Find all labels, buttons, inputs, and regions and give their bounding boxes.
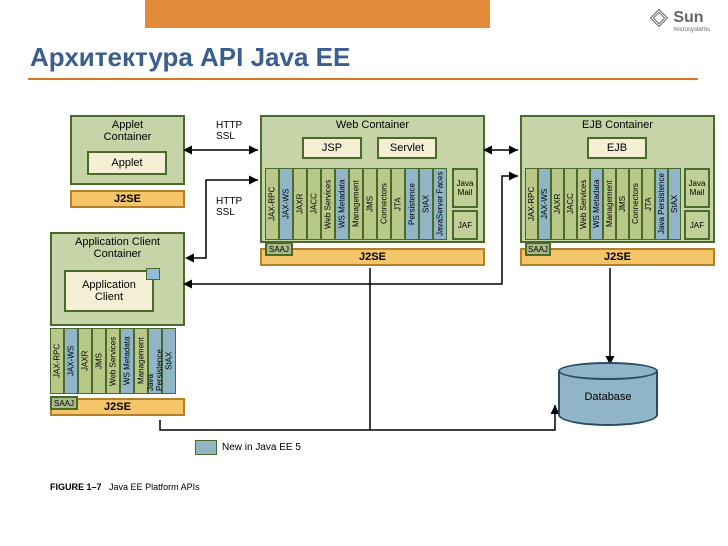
applet-container: AppletContainer Applet (70, 115, 185, 185)
figure-text: Java EE Platform APIs (109, 482, 200, 492)
ejb-title: EJB Container (522, 117, 713, 133)
app-client-api-8: StAX (162, 328, 176, 394)
app-client-container: Application ClientContainer ApplicationCl… (50, 232, 185, 326)
ejb-api-2: JAXR (551, 168, 564, 240)
web-api-1: JAX-WS (279, 168, 293, 240)
sun-logo: Sun microsystems (649, 8, 710, 33)
app-client-api-2: JAXR (78, 328, 92, 394)
ejb-inner-0: EJB (587, 137, 647, 159)
applet-title: AppletContainer (72, 117, 183, 145)
app-client-api-4: Web Services (106, 328, 120, 394)
ejb-api-1: JAX-WS (538, 168, 551, 240)
app-client-saaj: SAAJ (50, 396, 78, 410)
web-api-10: Persistence (405, 168, 419, 240)
logo-sub: microsystems (673, 27, 710, 33)
accent-underline (28, 78, 698, 80)
web-title: Web Container (262, 117, 483, 133)
app-client-inner-0: ApplicationClient (64, 270, 154, 312)
web-inner-1: Servlet (377, 137, 437, 159)
app-client-api-0: JAX-RPC (50, 328, 64, 394)
label-http_ssl_1: HTTPSSL (216, 120, 242, 142)
slide-title: Архитектура API Java EE (30, 42, 350, 73)
ejb-side-0: JavaMail (684, 168, 710, 208)
database-top (558, 362, 658, 380)
web-api-2: JAXR (293, 168, 307, 240)
ejb-api-6: Management (603, 168, 616, 240)
web-api-6: Management (349, 168, 363, 240)
ejb-api-strip: JAX-RPCJAX-WSJAXRJACCWeb ServicesWS Meta… (525, 168, 681, 240)
web-api-strip: JAX-RPCJAX-WSJAXRJACCWeb ServicesWS Meta… (265, 168, 447, 240)
web-saaj: SAAJ (265, 242, 293, 256)
logo-company: Sun (673, 9, 703, 26)
connector-1 (188, 180, 258, 258)
app-client-title: Application ClientContainer (52, 234, 183, 262)
top-accent-bar (145, 0, 490, 28)
ejb-api-5: WS Metadata (590, 168, 603, 240)
legend-swatch (195, 440, 217, 455)
applet-j2se: J2SE (70, 190, 185, 208)
web-api-9: JTA (391, 168, 405, 240)
web-inner-0: JSP (302, 137, 362, 159)
app-client-api-1: JAX-WS (64, 328, 78, 394)
database-label: Database (584, 391, 631, 403)
web-api-7: JMS (363, 168, 377, 240)
label-http_ssl_2: HTTPSSL (216, 196, 242, 218)
sun-logo-icon (649, 8, 669, 33)
ejb-saaj: SAAJ (525, 242, 551, 256)
web-side-1: JAF (452, 210, 478, 240)
legend-text: New in Java EE 5 (222, 442, 301, 453)
web-api-0: JAX-RPC (265, 168, 279, 240)
connector-4 (160, 405, 555, 430)
applet-inner-0: Applet (87, 151, 167, 175)
ejb-side-1: JAF (684, 210, 710, 240)
web-j2se: J2SE (260, 248, 485, 266)
ejb-api-8: Connectors (629, 168, 642, 240)
figure-number: FIGURE 1–7 (50, 482, 102, 492)
web-side-0: JavaMail (452, 168, 478, 208)
database-cylinder: Database (558, 370, 658, 426)
ejb-api-4: Web Services (577, 168, 590, 240)
web-api-12: JavaServer Faces (433, 168, 447, 240)
ejb-api-10: Java Persistence (655, 168, 668, 240)
ejb-api-3: JACC (564, 168, 577, 240)
ejb-api-7: JMS (616, 168, 629, 240)
web-api-8: Connectors (377, 168, 391, 240)
ejb-api-0: JAX-RPC (525, 168, 538, 240)
web-api-5: WS Metadata (335, 168, 349, 240)
figure-caption: FIGURE 1–7 Java EE Platform APIs (50, 482, 200, 492)
app-client-api-strip: JAX-RPCJAX-WSJAXRJMSWeb ServicesWS Metad… (50, 328, 176, 394)
ejb-api-11: StAX (668, 168, 681, 240)
app-client-api-3: JMS (92, 328, 106, 394)
app-client-api-7: Java Persistence (148, 328, 162, 394)
ejb-api-9: JTA (642, 168, 655, 240)
web-api-3: JACC (307, 168, 321, 240)
web-api-11: StAX (419, 168, 433, 240)
web-api-4: Web Services (321, 168, 335, 240)
app-client-api-5: WS Metadata (120, 328, 134, 394)
